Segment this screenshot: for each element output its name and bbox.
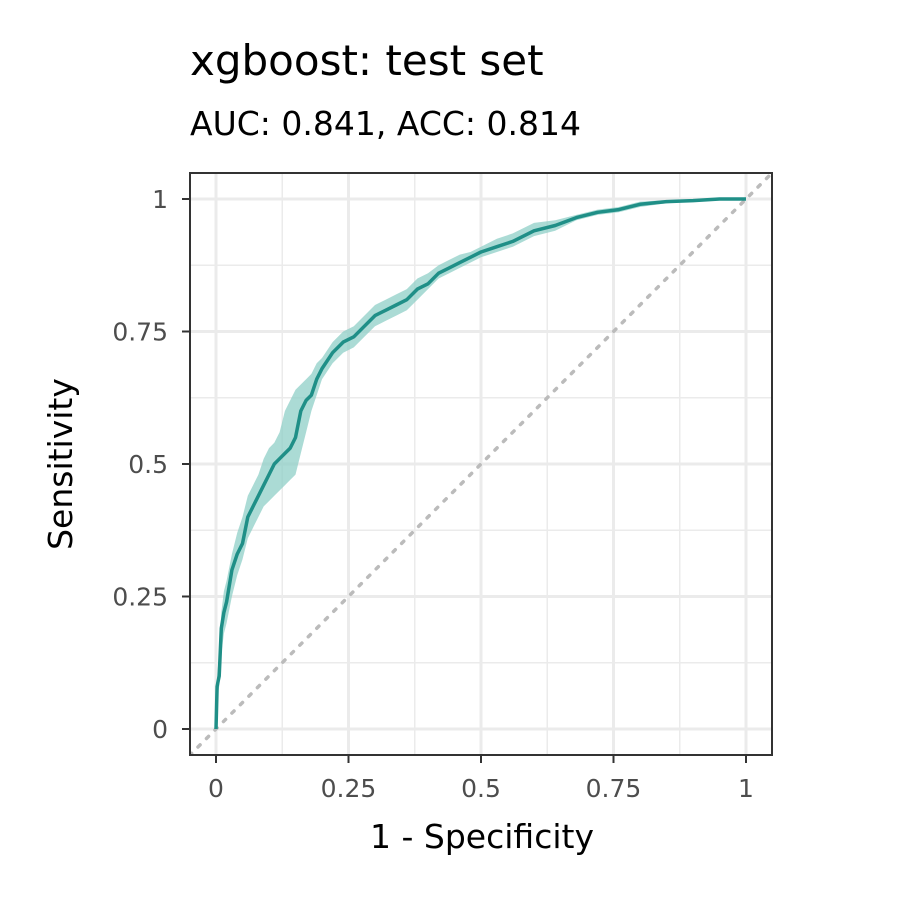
chart-title: xgboost: test set bbox=[190, 36, 544, 85]
y-axis-ticks: 0 0.25 0.5 0.75 1 bbox=[112, 185, 190, 744]
confidence-band bbox=[216, 199, 746, 729]
y-tick-label: 0.25 bbox=[112, 583, 168, 612]
chart-subtitle: AUC: 0.841, ACC: 0.814 bbox=[190, 104, 581, 143]
roc-curve bbox=[214, 197, 746, 730]
y-axis-title: Sensitivity bbox=[41, 378, 80, 550]
y-tick-label: 0.75 bbox=[112, 318, 168, 347]
x-tick-label: 0 bbox=[208, 774, 224, 803]
x-tick-label: 0.75 bbox=[586, 774, 642, 803]
x-tick-label: 1 bbox=[738, 774, 754, 803]
y-tick-label: 0 bbox=[152, 715, 168, 744]
x-axis-title: 1 - Specificity bbox=[370, 817, 594, 856]
reference-diagonal-line bbox=[190, 173, 772, 755]
reference-line-layer bbox=[190, 173, 772, 755]
x-axis-ticks: 0 0.25 0.5 0.75 1 bbox=[208, 755, 754, 803]
confidence-band-layer bbox=[216, 199, 746, 729]
roc-curve-layer bbox=[214, 197, 746, 730]
y-tick-label: 0.5 bbox=[128, 450, 168, 479]
y-tick-label: 1 bbox=[152, 185, 168, 214]
x-tick-label: 0.5 bbox=[461, 774, 501, 803]
x-tick-label: 0.25 bbox=[321, 774, 377, 803]
